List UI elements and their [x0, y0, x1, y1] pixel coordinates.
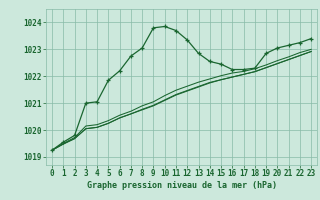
- X-axis label: Graphe pression niveau de la mer (hPa): Graphe pression niveau de la mer (hPa): [87, 181, 276, 190]
